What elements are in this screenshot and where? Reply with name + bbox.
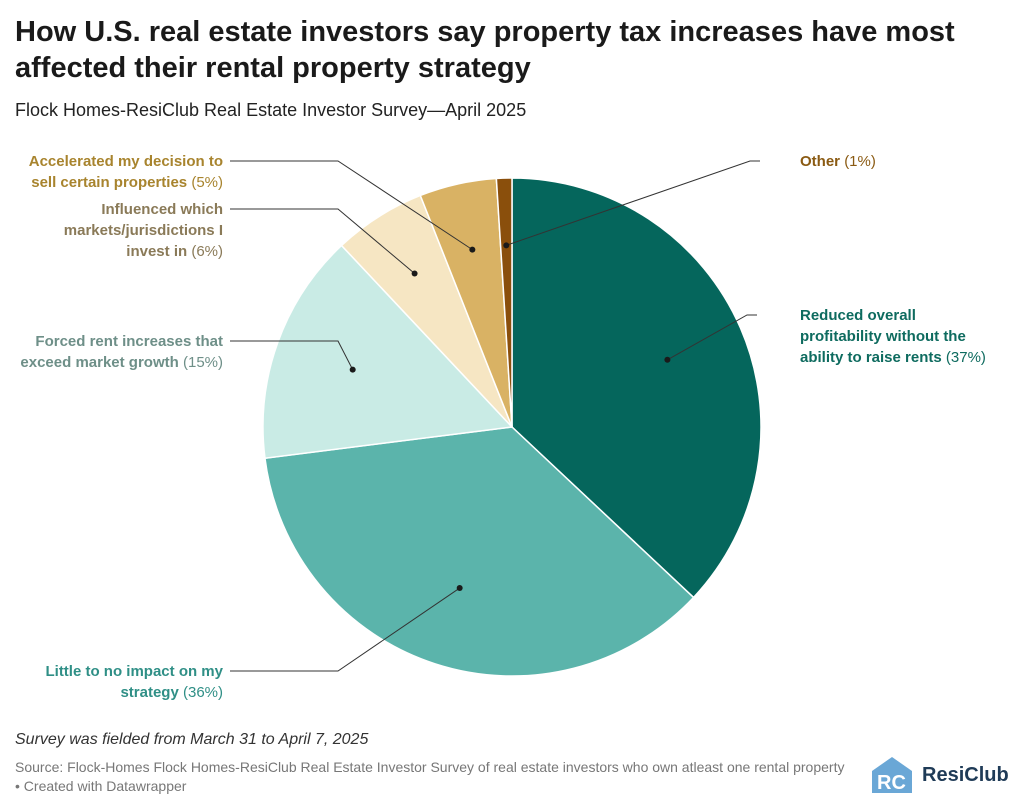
anchor-dot-reduced-profitability: [664, 356, 671, 363]
label-line: Influenced which: [101, 201, 223, 218]
label-line: Reduced overall: [800, 307, 916, 324]
chart-subtitle: Flock Homes-ResiClub Real Estate Investo…: [15, 100, 527, 120]
leader-line-accelerated-selling: [230, 160, 473, 251]
anchor-dot-forced-rent-increases: [349, 366, 356, 373]
label-percent: (36%): [182, 684, 223, 701]
label-line: sell certain properties: [31, 174, 188, 191]
survey-note: Survey was fielded from March 31 to Apri…: [15, 731, 369, 748]
label-line: markets/jurisdictions I: [63, 222, 223, 239]
leader-line-influenced-markets: [230, 208, 415, 274]
svg-text:RC: RC: [877, 772, 906, 794]
leader-line-little-no-impact: [230, 587, 460, 672]
label-line: strategy: [120, 684, 179, 701]
resiclub-logo[interactable]: RC ResiClub: [870, 755, 1009, 795]
label-line: invest in: [126, 243, 188, 260]
pie-slice-little-no-impact[interactable]: [264, 426, 695, 677]
label-line: Accelerated my decision to: [28, 153, 223, 170]
label-percent: (1%): [844, 153, 876, 170]
pie-slice-reduced-profitability[interactable]: [511, 177, 762, 599]
label-accelerated-selling: Accelerated my decision to sell certain p…: [15, 151, 223, 193]
leader-line-other: [506, 160, 760, 246]
label-other: Other (1%): [800, 151, 1000, 172]
leader-line-forced-rent-increases: [230, 340, 354, 370]
label-forced-rent-increases: Forced rent increases that exceed market …: [15, 331, 223, 373]
source-text: Source: Flock-Homes Flock Homes-ResiClub…: [15, 759, 845, 794]
label-line: profitability without the: [800, 328, 966, 345]
leader-line-reduced-profitability: [667, 314, 757, 361]
chart-title: How U.S. real estate investors say prope…: [15, 16, 955, 84]
label-little-no-impact: Little to no impact on my strategy (36%): [15, 661, 223, 703]
label-line: Other: [800, 153, 841, 170]
label-percent: (37%): [945, 349, 986, 366]
anchor-dot-other: [503, 242, 510, 249]
label-line: exceed market growth: [20, 354, 179, 371]
label-line: Forced rent increases that: [35, 333, 223, 350]
label-line: Little to no impact on my: [45, 663, 223, 680]
pie-slice-forced-rent-increases[interactable]: [262, 244, 514, 460]
anchor-dot-little-no-impact: [456, 585, 463, 592]
pie-slice-other[interactable]: [495, 177, 513, 428]
logo-wordmark: ResiClub: [922, 763, 1009, 786]
label-percent: (15%): [182, 354, 223, 371]
label-influenced-markets: Influenced which markets/jurisdictions I i…: [15, 199, 223, 262]
label-reduced-profitability: Reduced overall profitability without the…: [800, 305, 1020, 368]
anchor-dot-accelerated-selling: [469, 246, 476, 253]
label-percent: (5%): [191, 174, 223, 191]
rc-house-logo-icon: RC: [872, 757, 912, 794]
label-percent: (6%): [191, 243, 223, 260]
label-line: ability to raise rents: [800, 349, 942, 366]
anchor-dot-influenced-markets: [411, 270, 418, 277]
